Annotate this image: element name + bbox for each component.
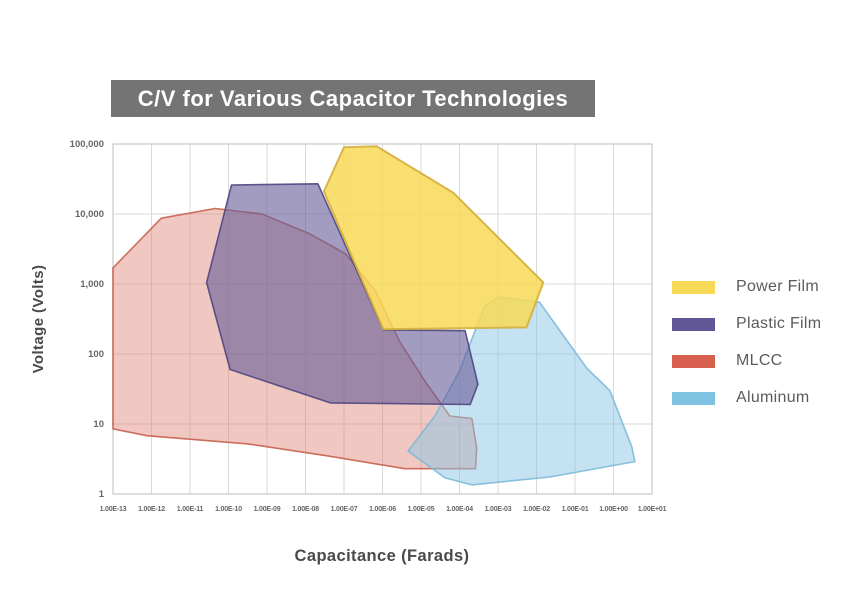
legend-item-power-film: Power Film [672, 278, 821, 295]
x-tick-label: 1.00E-09 [254, 506, 281, 513]
x-axis-title: Capacitance (Farads) [294, 547, 470, 565]
legend-swatch [672, 391, 715, 405]
x-tick-label: 1.00E-04 [446, 506, 473, 513]
legend-label: Plastic Film [736, 315, 822, 332]
region-power-film [322, 145, 545, 331]
y-tick-label: 100 [88, 349, 104, 360]
legend-item-aluminum: Aluminum [672, 389, 821, 406]
legend-label: Power Film [736, 278, 820, 295]
legend-label: MLCC [736, 352, 783, 369]
x-tick-label: 1.00E+01 [638, 506, 667, 513]
x-tick-label: 1.00E-12 [138, 506, 165, 513]
y-tick-label: 100,000 [70, 139, 104, 150]
y-tick-label: 1,000 [80, 279, 104, 290]
region-aluminum [407, 296, 636, 486]
x-tick-label: 1.00E-08 [292, 506, 319, 513]
y-tick-label: 10 [93, 419, 104, 430]
x-tick-label: 1.00E+00 [599, 506, 628, 513]
legend-item-mlcc: MLCC [672, 352, 821, 369]
x-tick-label: 1.00E-01 [562, 506, 589, 513]
x-tick-label: 1.00E-13 [100, 506, 127, 513]
y-tick-label: 10,000 [75, 209, 104, 220]
x-tick-label: 1.00E-10 [215, 506, 242, 513]
legend-swatch [672, 280, 715, 294]
legend-label: Aluminum [736, 389, 810, 406]
x-tick-label: 1.00E-07 [331, 506, 358, 513]
y-axis-title: Voltage (Volts) [30, 264, 47, 374]
x-tick-label: 1.00E-06 [369, 506, 396, 513]
x-tick-label: 1.00E-11 [177, 506, 204, 513]
x-tick-label: 1.00E-03 [485, 506, 512, 513]
chart-title-banner: C/V for Various Capacitor Technologies [111, 80, 595, 117]
region-plastic-film [205, 183, 479, 406]
legend-swatch [672, 354, 715, 368]
legend-swatch [672, 317, 715, 331]
chart-title: C/V for Various Capacitor Technologies [137, 85, 569, 111]
x-tick-label: 1.00E-02 [523, 506, 550, 513]
y-tick-label: 1 [99, 489, 105, 500]
x-tick-label: 1.00E-05 [408, 506, 435, 513]
legend-item-plastic-film: Plastic Film [672, 315, 822, 332]
legend: Power Film Plastic Film MLCC Aluminum [672, 278, 822, 428]
